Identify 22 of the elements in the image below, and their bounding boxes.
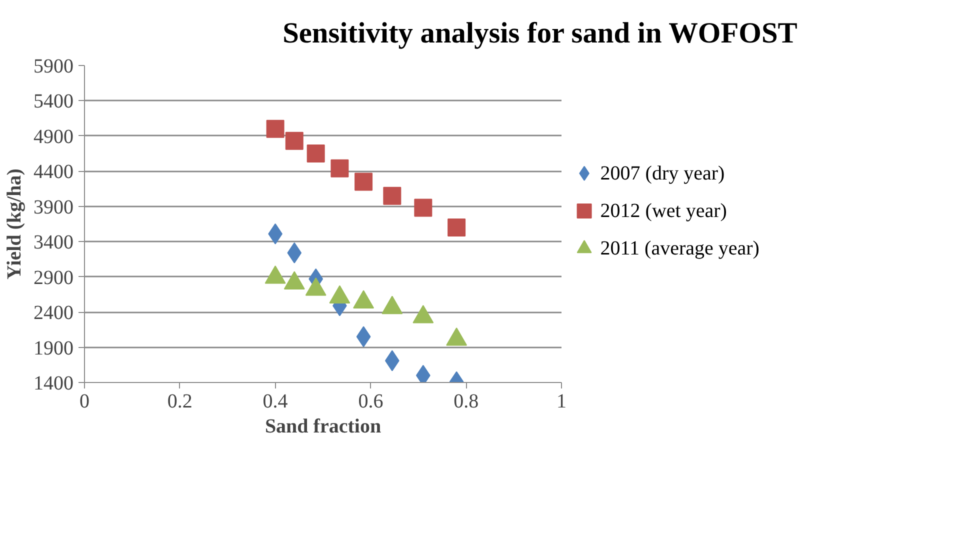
y-tick-label: 2900 [34,266,74,289]
x-tick-label: 0.8 [454,390,479,412]
x-tick-label: 1 [556,390,566,412]
y-tick-label: 1400 [34,372,74,394]
x-tick-label: 0.2 [167,390,192,412]
y-tick-label: 1900 [34,337,74,360]
legend-label: 2011 (average year) [600,238,760,260]
legend-label: 2007 (dry year) [600,162,725,184]
y-tick-label: 2400 [34,302,74,324]
y-tick-label: 4900 [34,126,74,148]
y-tick-label: 5900 [34,56,74,78]
legend-label: 2012 (wet year) [600,200,727,222]
chart-title: Sensitivity analysis for sand in WOFOST [282,18,798,50]
x-tick-label: 0.4 [262,390,288,412]
x-tick-label: 0.6 [358,390,384,412]
y-tick-label: 3400 [34,232,74,254]
y-tick-label: 4400 [34,161,74,184]
y-tick-label: 3900 [34,196,74,218]
x-axis-title: Sand fraction [264,416,382,438]
y-tick-label: 5400 [34,90,74,113]
y-axis-title: Yield (kg/ha) [4,168,26,280]
x-tick-label: 0 [80,390,90,412]
